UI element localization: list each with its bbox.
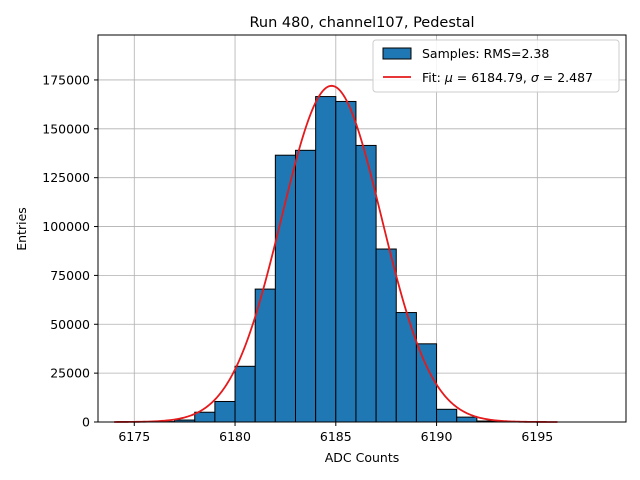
y-tick-label: 75000 [50,268,90,283]
histogram-bar [375,248,397,423]
chart-title: Run 480, channel107, Pedestal [249,15,474,31]
axis-ticks: 6175 6180 6185 6190 6195 0 25000 50000 75000 1000… [42,72,553,444]
legend-samples-label: Samples: RMS=2.38 [422,46,549,61]
legend: Samples: RMS=2.38 Fit: μ = 6184.79, σ = … [372,39,620,93]
histogram-bar [456,416,478,423]
histogram-bar [436,408,458,423]
y-tick-label: 25000 [50,366,90,381]
gaussian-fit-line [114,84,558,423]
x-tick-label: 6180 [219,429,251,444]
axes-frame [97,34,627,423]
legend-samples-swatch [382,47,412,60]
x-tick-label: 6185 [320,429,352,444]
histogram-bar [274,154,296,423]
y-tick-label: 100000 [42,219,90,234]
legend-fit-prefix: Fit: [422,70,445,85]
y-tick-label: 175000 [42,72,90,87]
x-tick-label: 6175 [118,429,150,444]
fit-curve-layer [114,84,558,423]
y-tick-label: 0 [82,415,90,430]
y-tick-label: 125000 [42,170,90,185]
legend-box [372,39,620,93]
legend-fit-mu-value: = 6184.79, [453,70,531,85]
legend-fit-mu-symbol: μ [444,70,453,85]
histogram-bar [315,96,337,423]
x-tick-label: 6190 [421,429,453,444]
histogram-bar [395,312,417,423]
y-tick-label: 50000 [50,317,90,332]
histogram-bar [234,365,256,423]
histogram-bar [415,343,438,423]
histogram-bar [294,149,317,423]
x-tick-label: 6195 [521,429,553,444]
histogram-bar [194,411,216,423]
x-axis-label: ADC Counts [325,450,400,465]
histogram-bar [335,100,357,423]
y-tick-label: 150000 [42,121,90,136]
y-axis-label: Entries [14,207,29,251]
legend-fit-sigma-symbol: σ [531,70,540,85]
legend-fit-label: Fit: μ = 6184.79, σ = 2.487 [422,70,593,85]
legend-fit-sigma-value: = 2.487 [539,70,593,85]
histogram-bar [214,400,236,423]
